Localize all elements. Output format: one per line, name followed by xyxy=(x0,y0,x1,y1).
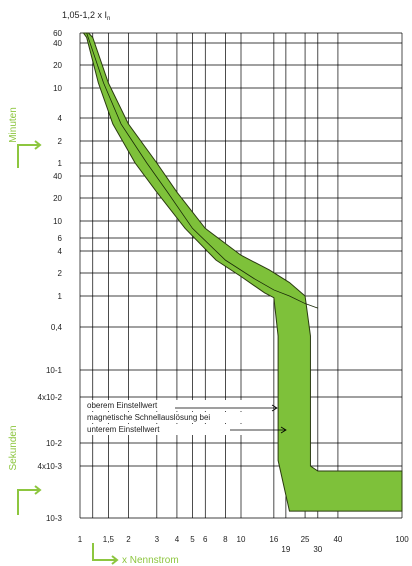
y-tick-label: 1 xyxy=(58,292,63,301)
annotations: oberem Einstellwert magnetische Schnellau… xyxy=(85,400,287,435)
x-tick-label: 6 xyxy=(203,535,208,544)
y-tick-label: 4 xyxy=(58,247,63,256)
band-center-line xyxy=(86,32,318,309)
x-tick-label: 1,5 xyxy=(103,535,115,544)
y-tick-label: 10-2 xyxy=(46,439,63,448)
top-label: 1,05-1,2 x In xyxy=(62,10,110,22)
minutes-axis-label: Minuten xyxy=(8,107,42,168)
x-tick-label: 4 xyxy=(175,535,180,544)
x-tick-label: 40 xyxy=(333,535,342,544)
y-tick-label: 2 xyxy=(58,269,63,278)
x-label: x Nennstrom xyxy=(122,555,179,566)
x-tick-label: 25 xyxy=(301,535,310,544)
x-tick-label: 100 xyxy=(395,535,409,544)
x-tick-label: 2 xyxy=(126,535,131,544)
y-tick-label: 10-1 xyxy=(46,366,63,375)
annotation-bg xyxy=(85,424,251,435)
y-tick-label: 40 xyxy=(53,172,62,181)
tripping-band xyxy=(82,32,403,512)
y-tick-label: 4x10-2 xyxy=(38,393,63,402)
y-tick-label: 10 xyxy=(53,217,62,226)
x-tick-label: 16 xyxy=(269,535,278,544)
minutes-arrow xyxy=(17,140,42,168)
seconds-label: Sekunden xyxy=(8,425,19,470)
annotation-arrow-upper xyxy=(175,404,278,412)
x-arrow xyxy=(92,543,119,565)
x-tick-label: 8 xyxy=(223,535,228,544)
annotation-bg xyxy=(85,412,251,423)
annotation-text: oberem Einstellwert xyxy=(87,401,158,410)
y-tick-label: 2 xyxy=(58,137,63,146)
y-tick-label: 4 xyxy=(58,114,63,123)
x-tick-label: 1 xyxy=(78,535,83,544)
y-tick-label: 40 xyxy=(53,39,62,48)
y-tick-label: 10-3 xyxy=(46,514,63,523)
x-tick-label: 30 xyxy=(313,545,322,554)
y-tick-label: 1 xyxy=(58,159,63,168)
y-tick-label: 4x10-3 xyxy=(38,462,63,471)
y-tick-label: 60 xyxy=(53,29,62,38)
y-tick-label: 20 xyxy=(53,61,62,70)
y-tick-label: 10 xyxy=(53,84,62,93)
annotation-text: unterem Einstellwert xyxy=(87,425,160,434)
annotation-arrow-lower xyxy=(230,426,287,434)
annotation-text: magnetische Schnellauslösung bei xyxy=(87,413,210,422)
y-tick-label: 20 xyxy=(53,194,62,203)
x-tick-label: 3 xyxy=(155,535,160,544)
minutes-label: Minuten xyxy=(8,107,19,143)
y-tick-label: 6 xyxy=(58,234,63,243)
seconds-arrow xyxy=(17,485,42,515)
annotation-bg xyxy=(85,400,251,411)
band-area xyxy=(82,32,403,512)
x-tick-label: 19 xyxy=(281,545,290,554)
x-tick-label: 5 xyxy=(190,535,195,544)
seconds-axis-label: Sekunden xyxy=(8,425,42,515)
grid xyxy=(79,32,403,519)
y-tick-label: 0,4 xyxy=(51,323,63,332)
x-tick-label: 10 xyxy=(237,535,246,544)
tick-labels: 6040201042140201064210,410-14x10-210-24x… xyxy=(38,29,410,554)
x-axis-label: x Nennstrom xyxy=(92,543,179,566)
